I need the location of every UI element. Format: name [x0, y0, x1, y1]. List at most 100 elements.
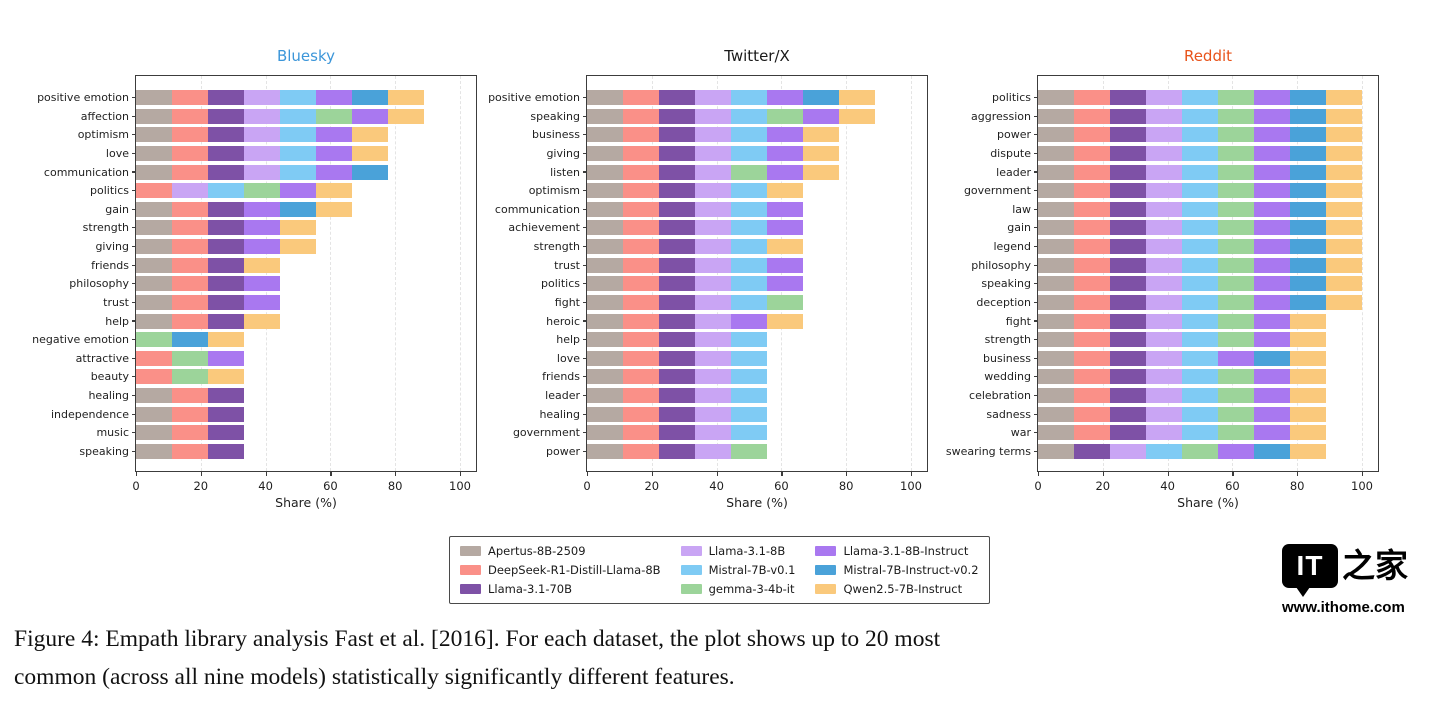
bar-row: affection — [0, 108, 477, 124]
category-label: achievement — [508, 221, 580, 235]
bar-segment — [1289, 201, 1326, 217]
bar-segments — [1038, 220, 1362, 236]
category-label: communication — [494, 202, 580, 216]
bar-segment — [1073, 294, 1110, 310]
bar-segment — [243, 257, 280, 273]
bar-segment — [658, 276, 695, 292]
category-labelbox: deception — [897, 297, 1038, 308]
bar-segment — [171, 108, 208, 124]
y-tick — [1034, 171, 1038, 173]
bar-segment — [694, 369, 731, 385]
bar-segments — [1038, 350, 1326, 366]
bar-row: legend — [897, 239, 1379, 254]
bar-segment — [1217, 332, 1254, 348]
bar-segment — [1073, 164, 1110, 180]
category-label: communication — [43, 165, 129, 179]
y-tick — [1034, 450, 1038, 452]
bar-segments — [136, 313, 280, 329]
bar-segments — [587, 388, 767, 403]
gridline — [330, 76, 332, 471]
bar-segment — [315, 90, 352, 105]
bar-segment — [136, 90, 172, 105]
bar-segment — [730, 332, 767, 348]
bar-segment — [1073, 257, 1110, 273]
bar-segment — [171, 350, 208, 366]
y-tick — [583, 432, 587, 434]
bar-segment — [207, 406, 244, 422]
bar-row: healing — [0, 388, 477, 403]
bar-segments — [587, 294, 803, 310]
bar-segment — [587, 108, 623, 124]
legend-label: Llama-3.1-8B — [708, 544, 786, 558]
bar-segment — [1217, 294, 1254, 310]
bar-segment — [658, 388, 695, 403]
bar-segments — [1038, 425, 1326, 441]
bar-segment — [622, 276, 659, 292]
bar-segment — [1325, 90, 1362, 105]
bar-segment — [1253, 145, 1290, 161]
y-tick — [1034, 320, 1038, 322]
bar-segment — [1109, 406, 1146, 422]
bar-segment — [587, 164, 623, 180]
bar-segments — [1038, 257, 1362, 273]
bar-segment — [243, 164, 280, 180]
bar-segment — [622, 294, 659, 310]
bar-segments — [1038, 443, 1326, 459]
bar-segment — [1145, 443, 1182, 459]
bar-segments — [1038, 369, 1326, 385]
bar-segment — [802, 145, 839, 161]
bar-row: optimism — [446, 183, 928, 199]
bar-segment — [351, 127, 388, 143]
category-label: wedding — [984, 370, 1031, 384]
bar-segments — [587, 164, 839, 180]
bar-segment — [1253, 108, 1290, 124]
bar-segment — [171, 183, 208, 199]
bar-segment — [1181, 350, 1218, 366]
bar-segment — [766, 145, 803, 161]
bar-segment — [766, 276, 803, 292]
bar-segment — [587, 332, 623, 348]
bar-segment — [279, 239, 316, 254]
bar-segment — [1038, 127, 1074, 143]
category-label: affection — [80, 109, 129, 123]
bar-segment — [1145, 164, 1182, 180]
bar-segment — [1217, 239, 1254, 254]
bar-segment — [1109, 145, 1146, 161]
bar-segment — [1253, 388, 1290, 403]
bar-segment — [1253, 201, 1290, 217]
bar-segment — [207, 239, 244, 254]
y-tick — [132, 339, 136, 341]
chart-title-reddit: Reddit — [1183, 47, 1233, 65]
bar-segments — [1038, 145, 1362, 161]
bar-segment — [694, 220, 731, 236]
legend-column: Llama-3.1-8B-Instruct Mistral-7B-Instruct… — [815, 544, 979, 596]
bar-row: strength — [446, 239, 928, 254]
bar-segment — [622, 183, 659, 199]
bar-segment — [838, 108, 875, 124]
gridline — [716, 76, 718, 471]
x-tick — [395, 472, 397, 476]
bar-row: government — [897, 183, 1379, 199]
bar-rows-bluesky: positive emotion affection optimism love com… — [0, 76, 477, 469]
bar-segment — [622, 239, 659, 254]
bar-segment — [587, 294, 623, 310]
bar-segment — [1073, 443, 1110, 459]
y-tick — [1034, 357, 1038, 359]
bar-segment — [694, 201, 731, 217]
y-tick — [583, 357, 587, 359]
category-labelbox: politics — [897, 92, 1038, 103]
bar-segment — [1253, 220, 1290, 236]
bar-segment — [279, 201, 316, 217]
bar-segment — [694, 108, 731, 124]
bar-segment — [622, 332, 659, 348]
bar-segment — [1109, 313, 1146, 329]
bar-segment — [1145, 183, 1182, 199]
bar-rows-reddit: politics aggression power dispute leader gove… — [897, 76, 1379, 469]
y-tick — [132, 301, 136, 303]
bar-segment — [587, 276, 623, 292]
chart-panel-twitter: Twitter/X positive emotion speaking busine… — [446, 45, 966, 565]
category-label: deception — [976, 295, 1031, 309]
category-labelbox: love — [0, 148, 136, 159]
bar-segment — [658, 350, 695, 366]
bar-segments — [1038, 294, 1362, 310]
